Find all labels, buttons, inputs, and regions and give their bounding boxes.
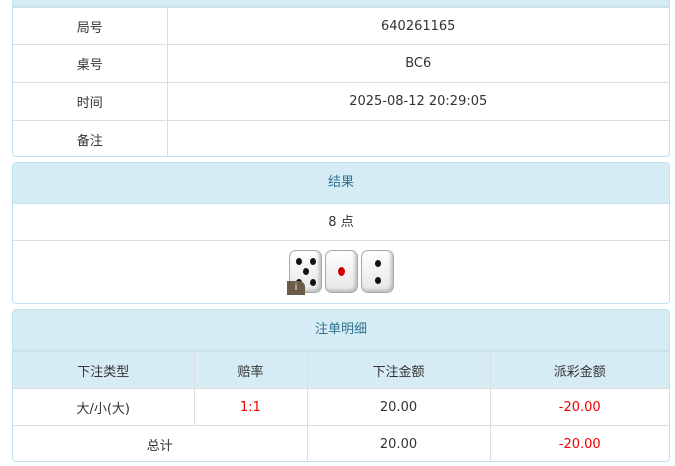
col-odds: 赔率 — [193, 351, 308, 389]
bets-panel: 注单明细 下注类型 赔率 下注金额 派彩金额 大/小(大) 1:1 20.00 … — [12, 309, 670, 462]
bets-table: 下注类型 赔率 下注金额 派彩金额 大/小(大) 1:1 20.00 -20.0… — [13, 351, 669, 461]
result-panel: 结果 8 点 — [12, 162, 670, 304]
remark — [166, 120, 669, 156]
bets-title: 注单明细 — [13, 310, 669, 351]
bet-payout: -20.00 — [489, 388, 669, 426]
label: 备注 — [13, 120, 168, 156]
col-amount: 下注金额 — [306, 351, 491, 389]
die-1-icon — [324, 250, 358, 293]
label: 局号 — [13, 7, 168, 45]
total-amount: 20.00 — [306, 425, 491, 461]
info-row-time: 时间 2025-08-12 20:29:05 — [13, 82, 669, 121]
bet-type: 大/小(大) — [13, 388, 195, 426]
label: 桌号 — [13, 44, 168, 83]
info-row-table: 桌号 BC6 — [13, 44, 669, 83]
result-title: 结果 — [13, 163, 669, 204]
time: 2025-08-12 20:29:05 — [166, 82, 669, 121]
bet-amount: 20.00 — [306, 388, 491, 426]
bets-header-row: 下注类型 赔率 下注金额 派彩金额 — [13, 351, 669, 389]
bet-row: 大/小(大) 1:1 20.00 -20.00 — [13, 388, 669, 426]
total-row: 总计 20.00 -20.00 — [13, 425, 669, 461]
info-badge[interactable]: i — [287, 281, 305, 295]
total-payout: -20.00 — [489, 425, 669, 461]
label: 时间 — [13, 82, 168, 121]
round-id: 640261165 — [166, 7, 669, 45]
die-2-icon — [360, 250, 394, 293]
col-type: 下注类型 — [13, 351, 195, 389]
info-header — [13, 0, 669, 7]
info-row-remark: 备注 — [13, 120, 669, 156]
info-panel: 局号 640261165 桌号 BC6 时间 2025-08-12 20:29:05 … — [12, 0, 670, 157]
info-table: 局号 640261165 桌号 BC6 时间 2025-08-12 20:29:05 … — [13, 7, 669, 156]
result-points: 8 点 — [13, 204, 669, 241]
table-id: BC6 — [166, 44, 669, 83]
col-payout: 派彩金额 — [489, 351, 669, 389]
bet-odds: 1:1 — [193, 388, 308, 426]
dice-row — [13, 241, 669, 293]
info-row-round: 局号 640261165 — [13, 7, 669, 45]
total-label: 总计 — [13, 425, 308, 461]
